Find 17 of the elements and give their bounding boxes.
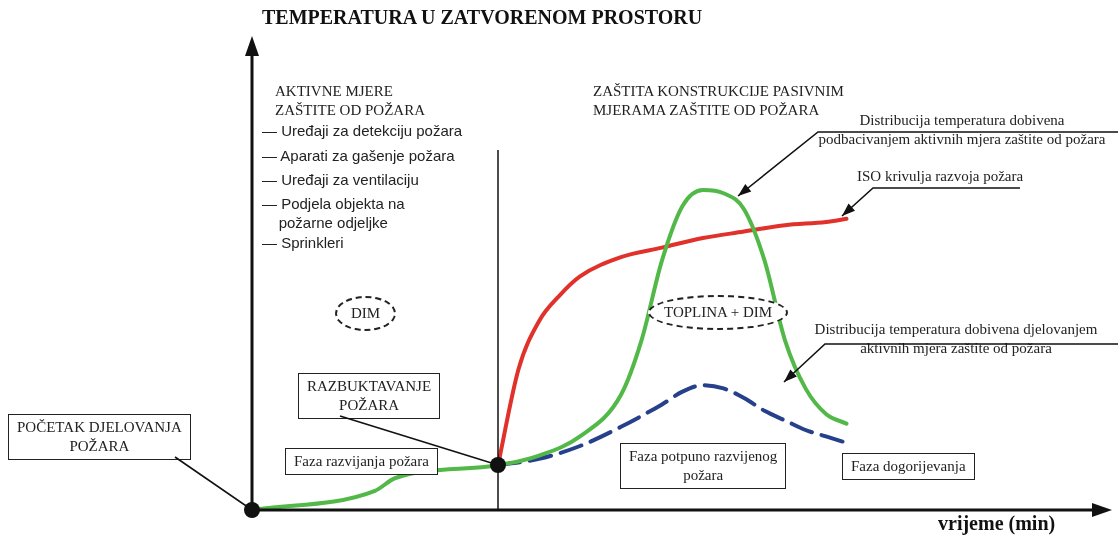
text: — Uređaji za ventilaciju <box>262 170 419 189</box>
text: — Aparati za gašenje požara <box>262 146 455 165</box>
text: — Uređaji za detekciju požara <box>262 121 463 140</box>
annotation: RAZBUKTAVANJE POŽARA <box>298 373 441 419</box>
annotation: Faza potpuno razvijenog požara <box>620 443 787 489</box>
annotation: TOPLINA + DIM <box>648 295 789 330</box>
annotation: Faza dogorijevanja <box>842 453 975 480</box>
annotation: DIM <box>335 296 397 331</box>
text: AKTIVNE MJERE ZAŠTITE OD POŽARA <box>275 82 425 120</box>
annotation: — Podjela objekta na požarne odjeljke <box>262 194 405 232</box>
text: POČETAK DJELOVANJA POŽARA <box>8 414 191 460</box>
annotation: — Sprinkleri <box>262 233 344 252</box>
chart-title: TEMPERATURA U ZATVORENOM PROSTORU <box>262 6 703 29</box>
x-axis-title: vrijeme (min) <box>938 512 1056 535</box>
annotation: Faza razvijanja požara <box>285 448 438 475</box>
annotation: Distribucija temperatura dobivena djelovanjem aktivnih mjera zaštite od požara <box>813 320 1099 358</box>
text: ISO krivulja razvoja požara <box>857 167 1024 186</box>
